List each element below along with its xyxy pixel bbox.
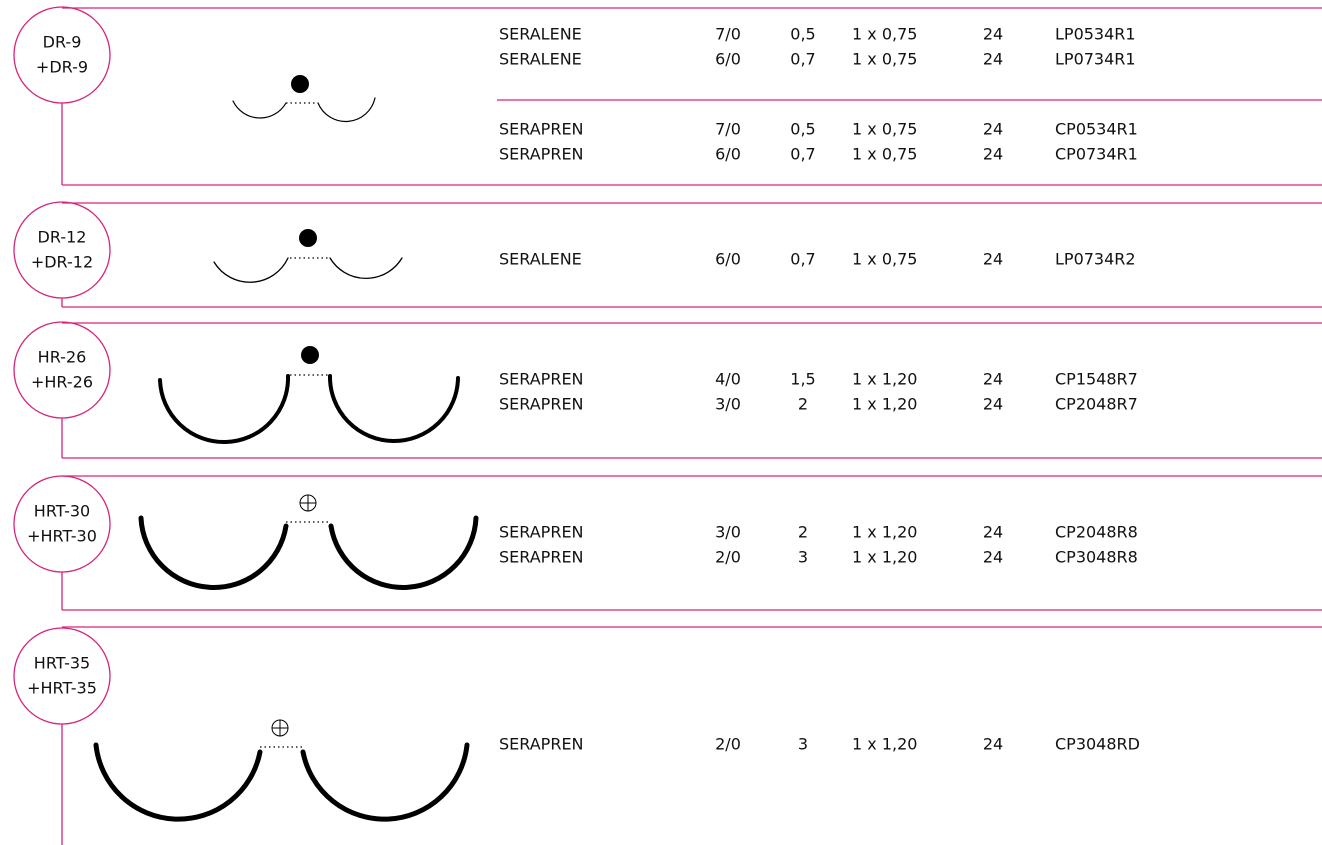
cell: LP0534R1 — [1055, 25, 1136, 44]
cell: 24 — [983, 145, 1003, 164]
cell: 24 — [983, 250, 1003, 269]
cell: SERAPREN — [499, 120, 584, 139]
label-circle — [13, 6, 111, 104]
cell: LP0734R2 — [1055, 250, 1136, 269]
cell: 4/0 — [715, 370, 741, 389]
cell: 0,5 — [790, 25, 815, 44]
label-circle — [13, 321, 111, 419]
cell: CP2048R8 — [1055, 523, 1138, 542]
cell: SERAPREN — [499, 548, 584, 567]
needle-code: HR-26 — [38, 348, 87, 367]
cell: 3/0 — [715, 523, 741, 542]
cell: 0,7 — [790, 145, 815, 164]
cell: SERAPREN — [499, 145, 584, 164]
cell: 7/0 — [715, 25, 741, 44]
needle-code: +DR-12 — [31, 253, 93, 272]
cell: 1 x 1,20 — [852, 735, 917, 754]
cell: 1 x 1,20 — [852, 523, 917, 542]
cell: 24 — [983, 548, 1003, 567]
label-circle — [13, 201, 111, 299]
cell: 1 x 0,75 — [852, 50, 917, 69]
cell: 24 — [983, 523, 1003, 542]
cell: 1 x 0,75 — [852, 25, 917, 44]
cell: 2/0 — [715, 735, 741, 754]
needle-code: +HRT-35 — [27, 679, 97, 698]
needle-code: +HRT-30 — [27, 527, 97, 546]
cell: 0,7 — [790, 250, 815, 269]
cell: 6/0 — [715, 250, 741, 269]
cell: 6/0 — [715, 145, 741, 164]
needle-code: +DR-9 — [36, 58, 88, 77]
cell: 6/0 — [715, 50, 741, 69]
needle-code: HRT-35 — [34, 654, 90, 673]
cell: 1 x 0,75 — [852, 145, 917, 164]
cell: SERAPREN — [499, 395, 584, 414]
cell: 24 — [983, 120, 1003, 139]
cell: 0,7 — [790, 50, 815, 69]
cell: 2 — [798, 395, 808, 414]
cell: CP2048R7 — [1055, 395, 1138, 414]
cell: 1 x 1,20 — [852, 395, 917, 414]
cell: 24 — [983, 735, 1003, 754]
cell: SERALENE — [499, 250, 582, 269]
cell: 7/0 — [715, 120, 741, 139]
cell: CP1548R7 — [1055, 370, 1138, 389]
cell: 1 x 1,20 — [852, 370, 917, 389]
cell: 3 — [798, 548, 808, 567]
needle-code: DR-12 — [38, 228, 87, 247]
cell: SERALENE — [499, 25, 582, 44]
cell: 24 — [983, 25, 1003, 44]
cell: 1,5 — [790, 370, 815, 389]
cell: SERAPREN — [499, 370, 584, 389]
label-circle — [13, 627, 111, 725]
needle-code: DR-9 — [43, 33, 82, 52]
needle-drawings — [93, 75, 479, 822]
cell: 0,5 — [790, 120, 815, 139]
cell: 3/0 — [715, 395, 741, 414]
cell: SERAPREN — [499, 523, 584, 542]
needle-code: HRT-30 — [34, 502, 90, 521]
cell: 2/0 — [715, 548, 741, 567]
cell: LP0734R1 — [1055, 50, 1136, 69]
label-circle — [13, 475, 111, 573]
needle-code: +HR-26 — [31, 373, 93, 392]
cell: CP3048RD — [1055, 735, 1140, 754]
cell: 3 — [798, 735, 808, 754]
cell: 1 x 1,20 — [852, 548, 917, 567]
cell: CP3048R8 — [1055, 548, 1138, 567]
cell: SERAPREN — [499, 735, 584, 754]
cell: CP0734R1 — [1055, 145, 1138, 164]
cell: 24 — [983, 395, 1003, 414]
cell: CP0534R1 — [1055, 120, 1138, 139]
cell: 1 x 0,75 — [852, 250, 917, 269]
cell: SERALENE — [499, 50, 582, 69]
cell: 24 — [983, 50, 1003, 69]
cell: 2 — [798, 523, 808, 542]
cell: 24 — [983, 370, 1003, 389]
cell: 1 x 0,75 — [852, 120, 917, 139]
